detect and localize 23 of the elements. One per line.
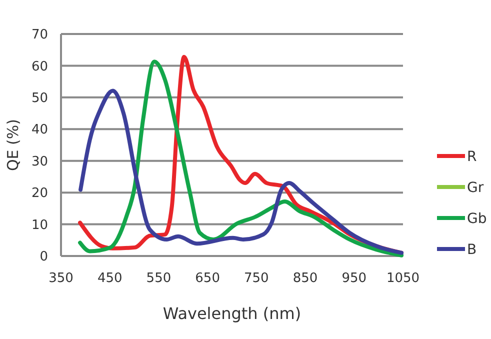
x-tick-label: 850	[292, 271, 318, 286]
y-tick-label: 40	[31, 122, 48, 138]
line-series	[78, 88, 404, 255]
y-tick-label: 50	[31, 90, 48, 106]
y-tick-label: 20	[31, 186, 48, 202]
x-tick-label: 1050	[386, 271, 420, 286]
x-tick-label: 550	[146, 271, 172, 286]
y-tick-label: 60	[31, 59, 48, 74]
legend-label: Gb	[467, 210, 487, 227]
y-tick-label: 30	[31, 154, 48, 170]
legend-label: B	[467, 242, 477, 258]
y-axis-title: QE (%)	[4, 118, 22, 172]
x-tick-label: 750	[244, 271, 269, 286]
x-tick-label: 650	[195, 271, 220, 286]
legend-label: Gr	[467, 180, 484, 196]
y-tick-label: 0	[40, 250, 48, 265]
legend-label: R	[467, 148, 477, 165]
y-tick-label: 10	[31, 218, 48, 233]
x-tick-label: 350	[48, 271, 74, 286]
x-tick-label: 450	[97, 271, 122, 286]
x-tick-label: 950	[342, 271, 367, 286]
y-tick-label: 70	[31, 28, 48, 43]
x-axis-title: Wavelength (nm)	[162, 304, 302, 323]
